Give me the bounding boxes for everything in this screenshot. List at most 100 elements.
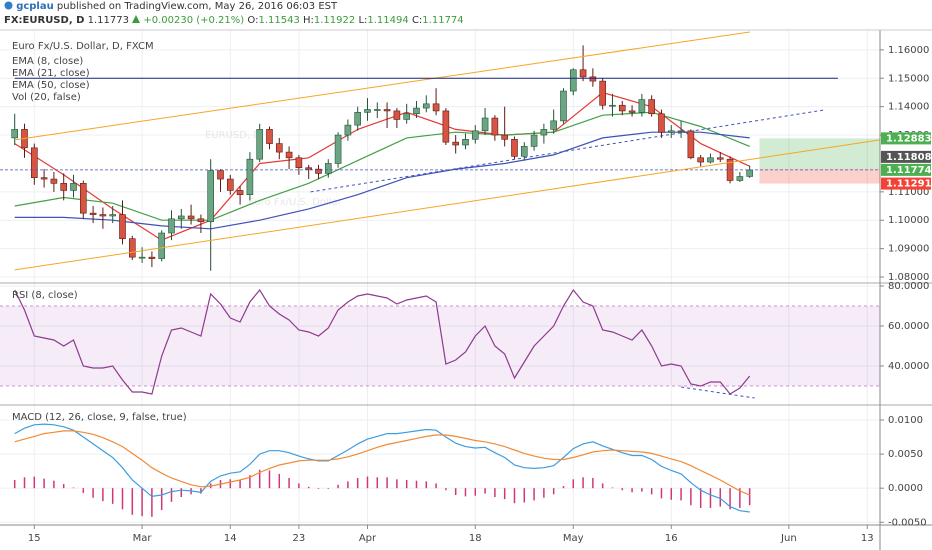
y-tick-label: 40.0000 bbox=[888, 361, 929, 372]
macd-line bbox=[14, 430, 750, 496]
candle-body bbox=[207, 170, 214, 222]
histogram-bar bbox=[503, 488, 506, 500]
watermark: EURUSD, D bbox=[205, 130, 261, 141]
histogram-bar bbox=[592, 477, 594, 489]
x-tick-label: 23 bbox=[293, 533, 306, 544]
histogram-bar bbox=[376, 477, 379, 489]
histogram-bar bbox=[396, 479, 398, 489]
histogram-bar bbox=[454, 488, 457, 495]
histogram-bar bbox=[690, 488, 692, 506]
legend-entry: Vol (20, false) bbox=[12, 92, 81, 103]
published: published on TradingView.com, May 26, 20… bbox=[56, 1, 338, 12]
histogram-bar bbox=[474, 488, 477, 496]
price-marker bbox=[881, 132, 931, 145]
price-marker-label: 1.11774 bbox=[886, 165, 932, 176]
legend-entry: EMA (50, close) bbox=[12, 80, 90, 91]
rsi-band bbox=[0, 306, 880, 386]
last-price: 1.11773 bbox=[87, 15, 129, 26]
histogram-bar bbox=[415, 480, 418, 489]
candle-body bbox=[560, 90, 567, 122]
price-panel: EURUSD, D Euro Fx/U.S. Dollar bbox=[0, 31, 880, 271]
y-tick-label: 1.15000 bbox=[888, 73, 929, 84]
author[interactable]: gcplau bbox=[16, 1, 54, 12]
candle-body bbox=[540, 129, 548, 136]
histogram-bar bbox=[680, 488, 682, 501]
x-tick-label: 13 bbox=[861, 533, 874, 544]
ohlc-label: C: bbox=[411, 15, 423, 26]
candle-body bbox=[324, 163, 332, 174]
price-marker bbox=[881, 177, 931, 190]
candle-body bbox=[148, 256, 156, 259]
macd-panel bbox=[13, 423, 751, 517]
y-tick-label: 1.11000 bbox=[888, 187, 929, 198]
y-tick-label: 60.0000 bbox=[888, 321, 929, 332]
y-tick-label: -0.0050 bbox=[888, 517, 927, 528]
candle-body bbox=[305, 167, 312, 170]
candle-body bbox=[256, 129, 263, 160]
histogram-bar bbox=[200, 488, 202, 494]
candle-body bbox=[70, 183, 77, 191]
histogram-bar bbox=[229, 479, 232, 489]
candle-body bbox=[481, 117, 489, 132]
candle-body bbox=[275, 143, 283, 153]
x-tick-label: 14 bbox=[224, 533, 237, 544]
candle-body bbox=[638, 99, 646, 113]
trend-line bbox=[14, 139, 880, 271]
histogram-bar bbox=[435, 483, 437, 489]
histogram-bar bbox=[533, 488, 535, 501]
histogram-bar bbox=[337, 484, 339, 489]
watermark: Euro Fx/U.S. Dollar bbox=[248, 197, 343, 208]
histogram-bar bbox=[53, 480, 55, 489]
candle-body bbox=[158, 232, 165, 259]
candle-body bbox=[383, 109, 391, 112]
candle-body bbox=[667, 130, 675, 133]
candle-body bbox=[295, 157, 303, 169]
x-tick-label: 16 bbox=[665, 533, 678, 544]
ema-line bbox=[14, 131, 750, 230]
histogram-bar bbox=[611, 487, 614, 489]
histogram-bar bbox=[582, 477, 584, 489]
histogram-bar bbox=[631, 488, 633, 493]
candle-body bbox=[687, 130, 695, 159]
candle-body bbox=[128, 238, 136, 258]
header: gcplau published on TradingView.com, May… bbox=[0, 0, 932, 30]
candle-body bbox=[579, 69, 587, 78]
histogram-bar bbox=[131, 488, 134, 515]
histogram-bar bbox=[180, 488, 183, 498]
candle-body bbox=[442, 110, 450, 143]
histogram-bar bbox=[425, 481, 428, 489]
histogram-bar bbox=[307, 486, 310, 489]
candle-body bbox=[609, 104, 616, 107]
candle-body bbox=[462, 139, 469, 146]
profit-zone bbox=[759, 138, 880, 169]
candle-body bbox=[217, 170, 224, 180]
histogram-bar bbox=[572, 479, 575, 489]
candle-body bbox=[589, 76, 597, 82]
candle-body bbox=[422, 103, 430, 109]
histogram-bar bbox=[278, 473, 281, 489]
histogram-bar bbox=[298, 483, 300, 489]
x-tick-label: May bbox=[563, 533, 584, 544]
histogram-bar bbox=[239, 480, 241, 489]
histogram-bar bbox=[748, 488, 751, 506]
histogram-bar bbox=[650, 488, 653, 495]
histogram-bar bbox=[268, 470, 271, 489]
histogram-bar bbox=[43, 478, 45, 489]
histogram-bar bbox=[151, 488, 153, 517]
candle-body bbox=[599, 80, 606, 106]
rsi-panel bbox=[0, 288, 880, 399]
candle-body bbox=[246, 158, 254, 195]
x-tick-label: Apr bbox=[359, 533, 377, 544]
up-arrow bbox=[132, 15, 141, 23]
price-marker-label: 1.11291 bbox=[886, 179, 932, 190]
histogram-bar bbox=[160, 488, 163, 510]
y-tick-label: 1.16000 bbox=[888, 45, 929, 56]
change: +0.00230 (+0.21%) bbox=[143, 15, 245, 26]
histogram-bar bbox=[288, 477, 290, 489]
x-tick-label: Jun bbox=[780, 533, 797, 544]
histogram-bar bbox=[494, 488, 496, 498]
candle-body bbox=[501, 134, 508, 140]
x-tick-label: 15 bbox=[28, 533, 41, 544]
candle-body bbox=[569, 69, 577, 92]
